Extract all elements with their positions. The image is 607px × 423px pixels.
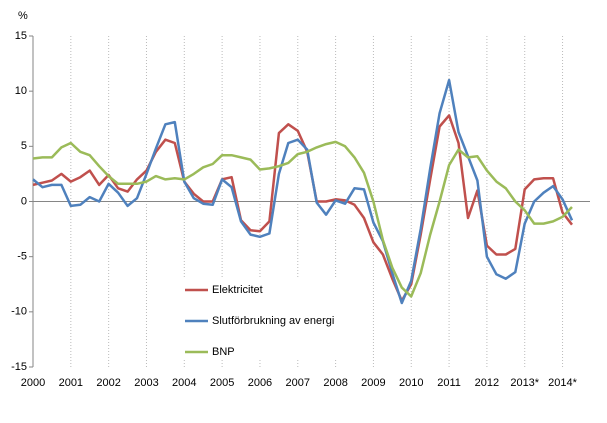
legend-label: Elektricitet [212,284,263,296]
y-tick-label: -5 [17,251,27,263]
x-tick-label: 2000 [21,377,45,389]
x-tick-label: 2004 [172,377,196,389]
x-tick-label: 2011 [437,377,461,389]
x-tick-label: 2012 [475,377,499,389]
x-tick-label: 2005 [210,377,234,389]
y-tick-label: -15 [11,361,27,373]
series-line [32,78,574,305]
x-tick-label: 2007 [286,377,310,389]
x-tick-label: 2006 [248,377,272,389]
y-tick-label: 10 [15,85,27,97]
legend-label: Slutförbrukning av energi [212,315,334,327]
x-tick-label: 2008 [323,377,347,389]
x-tick-label: 2010 [399,377,423,389]
legend-label: BNP [212,346,235,358]
y-tick-label: -10 [11,306,27,318]
x-tick-label: 2002 [96,377,120,389]
x-tick-label: 2003 [134,377,158,389]
y-tick-label: 0 [21,195,27,207]
x-tick-label: 2001 [59,377,83,389]
x-tick-label: 2013* [510,377,539,389]
y-tick-label: 15 [15,30,27,42]
y-axis-label: % [18,10,28,22]
series-line [32,140,573,298]
legend-box [180,278,366,358]
x-tick-label: 2009 [361,377,385,389]
y-tick-label: 5 [21,140,27,152]
x-tick-label: 2014* [548,377,577,389]
